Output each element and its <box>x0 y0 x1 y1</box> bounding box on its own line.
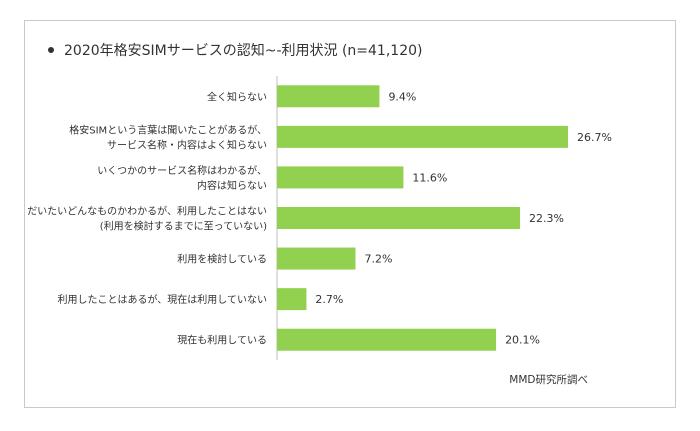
chart-title: 2020年格安SIMサービスの認知~-利用状況 (n=41,120) <box>48 40 422 60</box>
bar-4 <box>277 247 356 270</box>
bullet-icon <box>48 47 54 53</box>
category-label-4-line-0: 利用を検討している <box>177 253 267 266</box>
category-label-4: 利用を検討している <box>177 253 267 266</box>
bar-5 <box>277 288 307 311</box>
value-label-1: 26.7% <box>577 131 612 144</box>
value-label-2: 11.6% <box>412 171 447 184</box>
value-label-4: 7.2% <box>364 253 392 266</box>
value-label-6: 20.1% <box>505 334 540 347</box>
value-label-0: 9.4% <box>388 90 416 103</box>
source-note: MMD研究所調べ <box>509 374 588 386</box>
category-label-1-line-1: サービス名称・内容はよく知らない <box>107 138 267 151</box>
bar-3 <box>277 207 521 229</box>
category-label-1-line-0: 格安SIMという言葉は聞いたことがあるが、 <box>69 123 267 136</box>
bar-6 <box>277 328 497 351</box>
category-label-6-line-0: 現在も利用している <box>177 335 267 347</box>
category-label-5: 利用したことはあるが、現在は利用していない <box>58 293 268 306</box>
value-label-3: 22.3% <box>529 212 564 225</box>
category-label-5-line-0: 利用したことはあるが、現在は利用していない <box>58 293 268 306</box>
category-label-0: 全く知らない <box>207 90 267 103</box>
category-label-2-line-1: 内容は知らない <box>197 179 267 192</box>
category-label-1: 格安SIMという言葉は聞いたことがあるが、サービス名称・内容はよく知らない <box>69 123 267 151</box>
category-label-2-line-0: いくつかのサービス名称はわかるが、 <box>97 164 267 177</box>
category-label-3-line-0: だいたいどんなものかわかるが、利用したことはない <box>27 205 267 218</box>
bar-2 <box>277 166 404 189</box>
category-label-3-line-1: (利用を検討するまでに至っていない) <box>100 220 267 233</box>
bar-0 <box>277 85 380 108</box>
category-label-2: いくつかのサービス名称はわかるが、内容は知らない <box>97 164 267 192</box>
bar-1 <box>277 125 568 148</box>
category-label-3: だいたいどんなものかわかるが、利用したことはない (利用を検討するまでに至っていな… <box>27 205 267 233</box>
category-label-0-line-0: 全く知らない <box>207 90 267 103</box>
chart-title-text: 2020年格安SIMサービスの認知~-利用状況 (n=41,120) <box>64 43 423 59</box>
value-label-5: 2.7% <box>315 293 343 306</box>
category-label-6: 現在も利用している <box>177 335 267 347</box>
